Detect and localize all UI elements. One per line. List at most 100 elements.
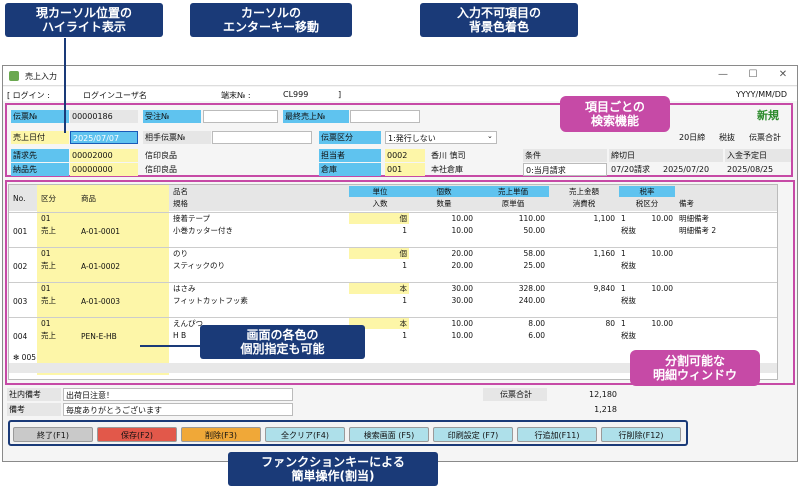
new-row-marker[interactable]: ✻ 005 (13, 353, 36, 362)
grid-cell-zeikubun[interactable]: 税抜 (621, 296, 636, 305)
grid-cell-kubun[interactable]: 01 (41, 284, 51, 293)
grid-cell-suryo[interactable]: 10.00 (451, 331, 473, 340)
grid-cell-zei1[interactable]: 1 (621, 214, 626, 223)
grid-cell-biko2[interactable] (679, 295, 769, 306)
grid-cell-irisu[interactable]: 1 (402, 296, 407, 305)
grid-cell-zei_rate[interactable]: 10.00 (651, 249, 673, 258)
function-key-button[interactable]: 印刷設定 (F7) (433, 427, 513, 442)
grid-cell-irisu[interactable]: 1 (402, 226, 407, 235)
function-key-button[interactable]: 保存(F2) (97, 427, 177, 442)
grid-cell-biko2[interactable]: 明細備考 2 (679, 226, 717, 235)
grid-cell-kosu[interactable]: 10.00 (451, 319, 473, 328)
grid-cell-kubun2[interactable]: 売上 (41, 331, 56, 340)
grid-cell-kikaku[interactable]: フィットカットフッ素 (173, 296, 248, 305)
grid-cell-hinmei[interactable]: はさみ (173, 284, 196, 293)
grid-cell-tani[interactable]: 本 (399, 319, 408, 328)
nohin-code[interactable]: 00000000 (70, 163, 138, 176)
biko-field[interactable]: 毎度ありがとうございます (63, 403, 293, 416)
grid-cell-shohin[interactable]: A-01-0002 (81, 262, 121, 271)
grid-cell-biko[interactable] (679, 283, 769, 294)
grid-cell-biko[interactable] (679, 318, 769, 329)
grid-cell-kikaku[interactable]: H B (173, 331, 187, 340)
denpyo-kubun-select[interactable]: 1:発行しない (385, 131, 497, 144)
function-key-button[interactable]: 削除(F3) (181, 427, 261, 442)
uriage-date-field[interactable]: 2025/07/07 (70, 131, 138, 144)
grid-cell-tani[interactable]: 本 (399, 284, 408, 293)
function-key-button[interactable]: 行削除(F12) (601, 427, 681, 442)
grid-cell-genka[interactable]: 240.00 (518, 296, 545, 305)
grid-cell-biko2[interactable] (679, 330, 769, 341)
function-key-button[interactable]: 検索画面 (F5) (349, 427, 429, 442)
grid-cell-kubun2[interactable]: 売上 (41, 261, 56, 270)
grid-cell-hinmei[interactable]: のり (173, 249, 188, 258)
grid-cell-kingaku[interactable]: 1,160 (593, 249, 615, 258)
maximize-button[interactable]: ☐ (748, 69, 758, 80)
grid-cell-tanka[interactable]: 110.00 (518, 214, 545, 223)
table-row[interactable] (9, 212, 777, 247)
grid-cell-zeikubun[interactable]: 税抜 (621, 226, 636, 235)
grid-cell-zei_rate[interactable]: 10.00 (651, 214, 673, 223)
grid-cell-biko2[interactable] (679, 260, 769, 271)
shanai-biko-field[interactable]: 出荷日注意！ (63, 388, 293, 401)
grid-cell-kubun2[interactable]: 売上 (41, 226, 56, 235)
grid-cell-zei_rate[interactable]: 10.00 (651, 319, 673, 328)
grid-cell-tanka[interactable]: 328.00 (518, 284, 545, 293)
grid-cell-zeikubun[interactable]: 税抜 (621, 331, 636, 340)
table-row[interactable] (9, 317, 777, 352)
grid-cell-no[interactable]: 001 (13, 227, 28, 236)
grid-cell-kingaku[interactable]: 1,100 (593, 214, 615, 223)
function-key-button[interactable]: 行追加(F11) (517, 427, 597, 442)
grid-cell-biko[interactable] (679, 248, 769, 259)
grid-cell-kingaku[interactable]: 80 (605, 319, 615, 328)
grid-cell-kosu[interactable]: 20.00 (451, 249, 473, 258)
function-key-button[interactable]: 全クリア(F4) (265, 427, 345, 442)
grid-cell-tanka[interactable]: 8.00 (528, 319, 545, 328)
grid-cell-suryo[interactable]: 10.00 (451, 226, 473, 235)
grid-cell-zei1[interactable]: 1 (621, 319, 626, 328)
table-row[interactable] (9, 282, 777, 317)
grid-cell-tani[interactable]: 個 (399, 249, 408, 258)
grid-cell-suryo[interactable]: 30.00 (451, 296, 473, 305)
juchu-no-field[interactable] (203, 110, 278, 123)
grid-cell-hinmei[interactable]: 接着テープ (173, 214, 211, 223)
grid-cell-genka[interactable]: 6.00 (528, 331, 545, 340)
denpyo-no-field[interactable]: 00000186 (70, 110, 138, 123)
aite-field[interactable] (212, 131, 312, 144)
grid-cell-irisu[interactable]: 1 (402, 331, 407, 340)
grid-scrollbar[interactable] (9, 363, 777, 373)
grid-cell-kubun[interactable]: 01 (41, 214, 51, 223)
grid-cell-zei1[interactable]: 1 (621, 249, 626, 258)
grid-cell-kubun2[interactable]: 売上 (41, 296, 56, 305)
soko-code[interactable]: 001 (385, 163, 425, 176)
jyoken-select[interactable]: 0:当月請求 (523, 163, 607, 176)
grid-cell-tanka[interactable]: 58.00 (523, 249, 545, 258)
grid-cell-genka[interactable]: 50.00 (523, 226, 545, 235)
grid-cell-irisu[interactable]: 1 (402, 261, 407, 270)
grid-cell-shohin[interactable]: A-01-0003 (81, 297, 121, 306)
grid-cell-kikaku[interactable]: 小巻カッター付き (173, 226, 233, 235)
grid-cell-shohin[interactable]: A-01-0001 (81, 227, 121, 236)
grid-cell-kubun[interactable]: 01 (41, 249, 51, 258)
minimize-button[interactable]: — (718, 69, 728, 80)
chevron-down-icon[interactable]: ⌄ (487, 132, 493, 140)
grid-cell-kosu[interactable]: 10.00 (451, 214, 473, 223)
grid-cell-kubun[interactable]: 01 (41, 319, 51, 328)
grid-cell-tani[interactable]: 個 (399, 214, 408, 223)
tanto-code[interactable]: 0002 (385, 149, 425, 162)
grid-cell-biko[interactable]: 明細備考 (679, 214, 709, 223)
grid-cell-no[interactable]: 004 (13, 332, 28, 341)
grid-cell-hinmei[interactable]: えんぴつ (173, 319, 203, 328)
grid-cell-kosu[interactable]: 30.00 (451, 284, 473, 293)
grid-cell-kingaku[interactable]: 9,840 (593, 284, 615, 293)
function-key-button[interactable]: 終了(F1) (13, 427, 93, 442)
grid-cell-shohin[interactable]: PEN-E-HB (81, 332, 117, 341)
grid-cell-zei_rate[interactable]: 10.00 (651, 284, 673, 293)
grid-cell-no[interactable]: 003 (13, 297, 28, 306)
saishu-field[interactable] (350, 110, 420, 123)
grid-cell-zei1[interactable]: 1 (621, 284, 626, 293)
seikyu-code[interactable]: 00002000 (70, 149, 138, 162)
close-button[interactable]: ✕ (778, 69, 788, 80)
grid-cell-zeikubun[interactable]: 税抜 (621, 261, 636, 270)
grid-cell-kikaku[interactable]: スティックのり (173, 261, 226, 270)
table-row[interactable] (9, 247, 777, 282)
